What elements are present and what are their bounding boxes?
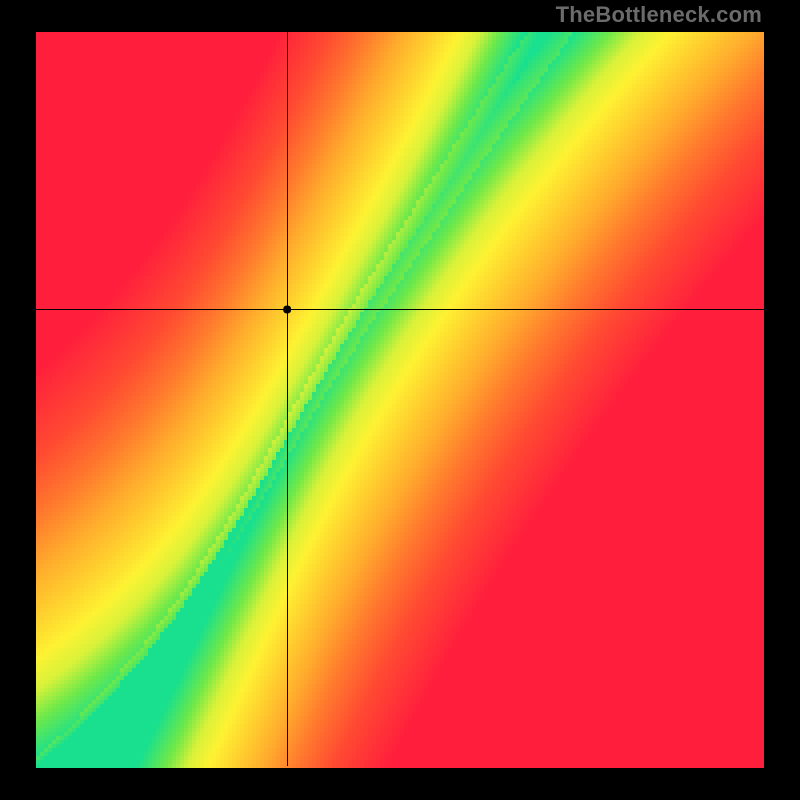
watermark-text: TheBottleneck.com xyxy=(556,2,762,28)
heatmap-canvas xyxy=(0,0,800,800)
chart-container: TheBottleneck.com xyxy=(0,0,800,800)
